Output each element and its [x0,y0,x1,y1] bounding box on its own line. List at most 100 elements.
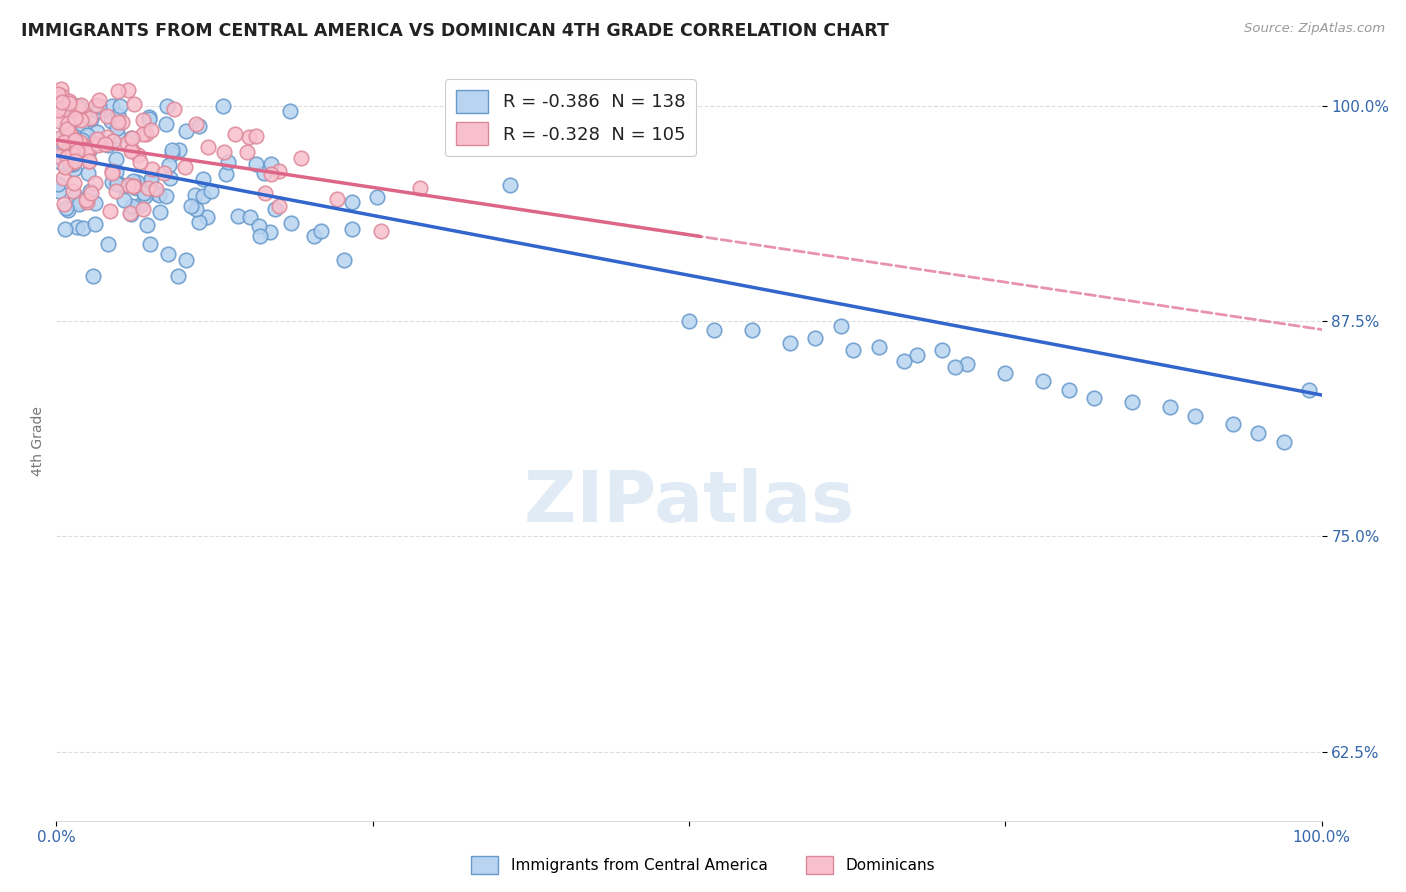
Point [75,139,97,153]
Text: ZIPat​las: ZIPat​las [524,467,853,537]
Point [128,198,150,212]
Point [217,155,239,169]
Point [994,366,1017,380]
Point [59,115,82,129]
Point [200,185,222,199]
Point [267,164,290,178]
Point [830,319,852,334]
Point [249,228,271,243]
Point [53,103,76,118]
Point [260,167,283,181]
Point [48,130,70,145]
Point [51,89,73,103]
Point [245,128,267,143]
Point [56,122,79,136]
Point [105,152,128,166]
Point [193,171,215,186]
Text: IMMIGRANTS FROM CENTRAL AMERICA VS DOMINICAN 4TH GRADE CORRELATION CHART: IMMIGRANTS FROM CENTRAL AMERICA VS DOMIN… [21,22,889,40]
Point [263,202,285,217]
Point [46,149,69,163]
Point [138,181,160,195]
Point [370,224,392,238]
Point [84,176,107,190]
Point [138,110,160,124]
Point [56,145,79,160]
Point [180,198,202,212]
Point [120,206,142,220]
Point [60,134,83,148]
Point [134,189,156,203]
Point [111,178,134,192]
Point [62,162,84,177]
Point [145,186,167,201]
Point [703,322,725,336]
Point [89,98,111,112]
Point [167,268,190,283]
Point [62,154,84,169]
Point [160,146,183,161]
Point [98,204,121,219]
Point [111,115,134,129]
Point [112,193,135,207]
Point [157,158,180,172]
Point [893,353,915,368]
Point [58,127,80,141]
Point [155,117,177,131]
Point [96,109,118,123]
Point [87,103,110,118]
Point [101,98,124,112]
Point [678,314,700,328]
Point [1121,395,1143,409]
Point [76,166,98,180]
Point [302,228,325,243]
Point [96,138,118,153]
Point [110,99,132,113]
Point [75,193,97,207]
Point [132,127,155,141]
Point [135,127,157,141]
Point [53,161,76,175]
Point [107,114,129,128]
Point [76,195,98,210]
Point [141,161,163,176]
Point [51,82,73,96]
Point [228,209,250,223]
Point [105,184,128,198]
Point [342,222,364,236]
Point [156,98,179,112]
Point [63,112,86,126]
Point [53,98,76,112]
Point [122,174,145,188]
Point [193,189,215,203]
Point [1298,383,1320,397]
Point [1083,392,1105,406]
Point [105,120,128,135]
Point [167,143,190,157]
Point [120,131,142,145]
Point [70,117,93,131]
Point [83,217,105,231]
Point [280,216,302,230]
Point [842,343,865,358]
Point [132,112,155,127]
Point [101,175,124,189]
Point [1184,409,1206,423]
Point [267,199,290,213]
Point [79,135,101,149]
Point [139,172,162,186]
Point [82,269,104,284]
Point [868,340,890,354]
Point [79,153,101,168]
Point [79,184,101,198]
Point [49,155,72,169]
Point [122,179,145,194]
Point [89,93,111,107]
Point [107,108,129,122]
Point [247,219,270,234]
Point [87,138,110,153]
Point [333,253,356,268]
Point [51,95,73,109]
Point [67,134,90,148]
Point [63,112,86,126]
Point [1222,417,1244,432]
